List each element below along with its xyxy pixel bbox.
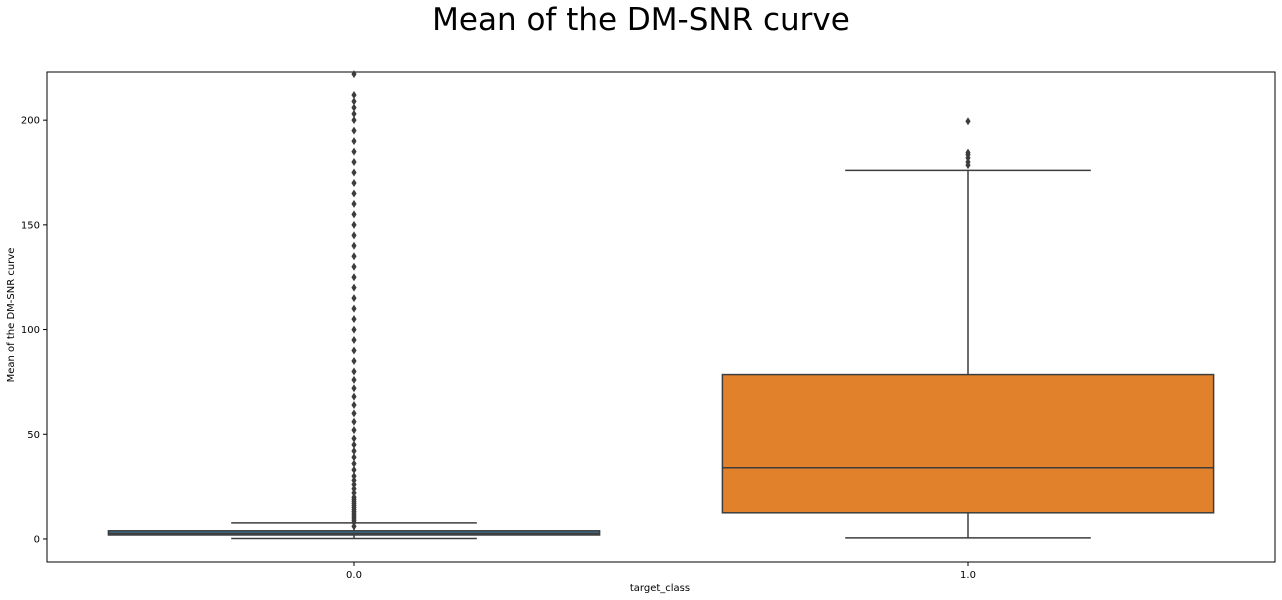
- outlier-point: [965, 158, 971, 167]
- outlier-point: [351, 409, 357, 418]
- outlier-point: [351, 262, 357, 271]
- outlier-point: [351, 116, 357, 125]
- outlier-point: [351, 447, 357, 456]
- x-axis-label: target_class: [630, 583, 690, 594]
- x-axis: 0.0 1.0: [346, 562, 976, 581]
- outlier-point: [351, 109, 357, 118]
- outlier-point: [351, 400, 357, 409]
- outlier-point: [351, 375, 357, 384]
- outlier-point: [351, 103, 357, 112]
- outlier-point: [351, 189, 357, 198]
- outlier-point: [351, 488, 357, 497]
- outlier-point: [351, 91, 357, 100]
- outlier-point: [351, 484, 357, 493]
- y-tick-label: 100: [21, 325, 40, 336]
- outlier-point: [351, 480, 357, 489]
- outlier-point: [351, 417, 357, 426]
- outlier-point: [351, 178, 357, 187]
- outlier-point: [351, 476, 357, 485]
- chart-title: Mean of the DM-SNR curve: [432, 2, 850, 38]
- outlier-point: [351, 283, 357, 292]
- outlier-point: [965, 148, 971, 157]
- y-axis: 0 50 100 150 200: [21, 116, 47, 545]
- y-tick-label: 150: [21, 220, 40, 231]
- outlier-point: [351, 346, 357, 355]
- chart-marks: [107, 70, 1215, 540]
- outlier-point: [351, 440, 357, 449]
- outlier-point: [351, 231, 357, 240]
- outlier-point: [351, 147, 357, 156]
- outlier-point: [351, 158, 357, 167]
- outlier-point: [351, 304, 357, 313]
- y-tick-label: 200: [21, 116, 40, 127]
- outlier-point: [351, 241, 357, 250]
- outlier-point: [351, 356, 357, 365]
- box-group-0.0: [107, 70, 601, 540]
- outlier-point: [351, 465, 357, 474]
- outlier-point: [351, 392, 357, 401]
- outlier-point: [351, 434, 357, 443]
- outlier-point: [351, 472, 357, 481]
- outlier-point: [351, 70, 357, 79]
- box-iqr: [721, 373, 1215, 514]
- outlier-point: [351, 199, 357, 208]
- outlier-point: [351, 367, 357, 376]
- outlier-point: [351, 315, 357, 324]
- outlier-point: [965, 117, 971, 126]
- outlier-point: [351, 137, 357, 146]
- x-tick-label: 0.0: [346, 570, 362, 581]
- outlier-point: [351, 384, 357, 393]
- outlier-point: [351, 493, 357, 502]
- y-tick-label: 0: [34, 534, 40, 545]
- outlier-point: [351, 97, 357, 106]
- y-axis-label: Mean of the DM-SNR curve: [6, 248, 17, 383]
- outlier-point: [351, 522, 357, 531]
- outlier-point: [351, 459, 357, 468]
- box-group-1.0: [721, 117, 1215, 539]
- x-tick-label: 1.0: [960, 570, 976, 581]
- y-tick-label: 50: [27, 430, 40, 441]
- outlier-point: [351, 453, 357, 462]
- outlier-point: [351, 336, 357, 345]
- outlier-point: [351, 168, 357, 177]
- outlier-point: [351, 294, 357, 303]
- outlier-point: [351, 325, 357, 334]
- outlier-point: [351, 273, 357, 282]
- outlier-point: [351, 126, 357, 135]
- outlier-point: [351, 210, 357, 219]
- outlier-point: [351, 426, 357, 435]
- outlier-point: [351, 252, 357, 261]
- outlier-point: [351, 220, 357, 229]
